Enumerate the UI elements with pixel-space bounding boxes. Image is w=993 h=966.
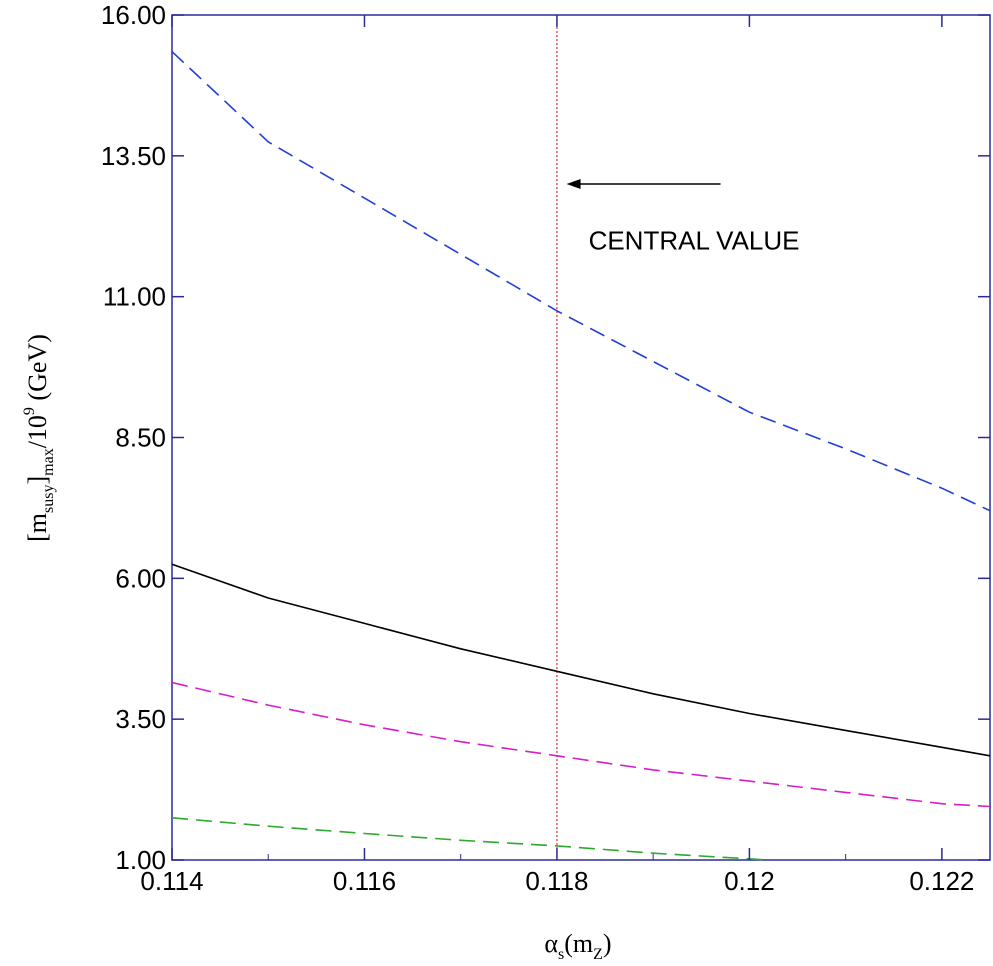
y-axis-title-sup: 9 — [21, 407, 38, 415]
annotation-layer: CENTRAL VALUE — [566, 179, 800, 255]
annotation-arrow-head — [566, 179, 581, 189]
ticks-layer: 1.00 3.50 6.00 8.50 11.00 13.50 16.00 0.114 0.11… — [101, 0, 990, 896]
series-line-2 — [171, 563, 991, 757]
series-line-4 — [171, 817, 769, 861]
annotation-label: CENTRAL VALUE — [589, 225, 800, 255]
y-axis-title-mid: ] — [23, 476, 52, 485]
x-axis-title-main: α — [544, 929, 558, 958]
x-axis-title-sub1: s — [558, 946, 564, 963]
x-tick-label: 0.114 — [140, 866, 203, 896]
series-layer — [171, 51, 991, 861]
plot-frame — [171, 14, 991, 861]
x-tick-label: 0.118 — [525, 866, 588, 896]
y-tick-label: 3.50 — [115, 704, 166, 734]
y-axis-title-unit: (GeV) — [23, 334, 52, 407]
y-tick-label: 1.00 — [115, 845, 166, 875]
y-axis-title-open: [m — [23, 513, 52, 542]
series-line-3 — [171, 681, 991, 808]
x-axis-title-mid: (m — [564, 929, 593, 958]
y-axis-title: [msusy]max/109 (GeV) — [21, 334, 57, 542]
x-tick-label: 0.12 — [724, 866, 775, 896]
x-tick-label: 0.116 — [333, 866, 396, 896]
y-tick-label: 8.50 — [115, 423, 166, 453]
x-axis-title-sub2: Z — [593, 946, 603, 963]
y-tick-label: 13.50 — [101, 141, 166, 171]
x-tick-label: 0.122 — [909, 866, 974, 896]
y-axis-title-slash: /10 — [23, 415, 52, 448]
x-axis-title: αs(mZ) — [544, 929, 611, 963]
series-line-1 — [171, 51, 991, 512]
y-tick-label: 6.00 — [115, 563, 166, 593]
y-axis-title-sub2: max — [40, 448, 57, 476]
y-tick-label: 16.00 — [101, 0, 166, 30]
x-axis-title-end: ) — [603, 929, 612, 958]
y-tick-label: 11.00 — [103, 282, 166, 312]
y-axis-title-sub1: susy — [40, 485, 57, 513]
